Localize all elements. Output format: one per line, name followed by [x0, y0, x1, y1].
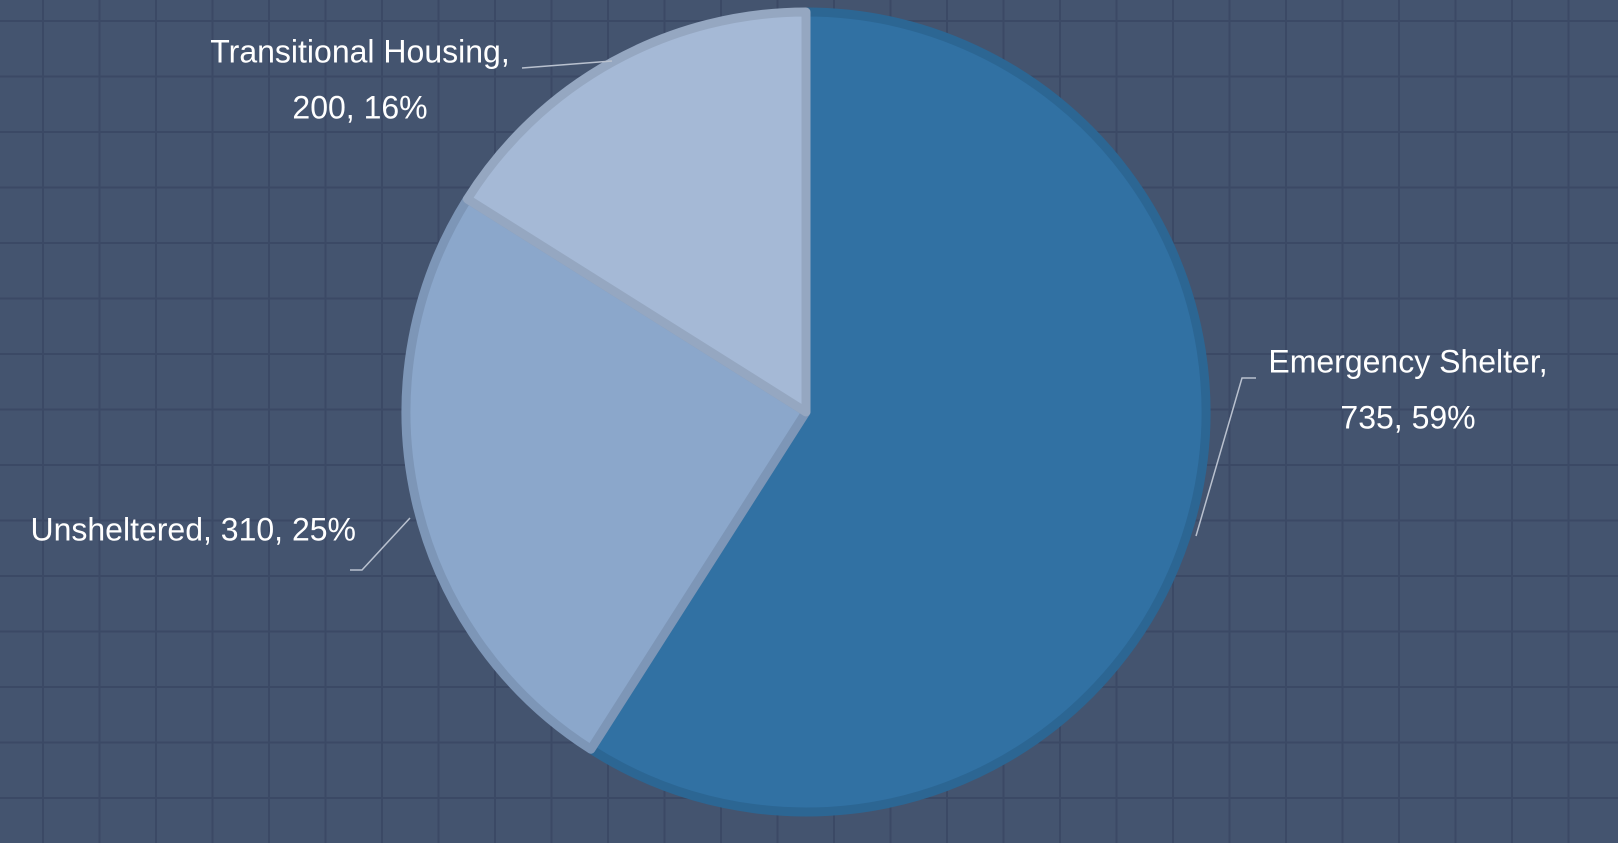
leader-line	[1195, 377, 1256, 537]
pie-slice	[401, 194, 811, 754]
leader-line	[521, 60, 613, 69]
pie-slice	[462, 7, 811, 417]
pie-slice	[586, 7, 1211, 817]
data-label: Unsheltered, 310, 25%	[30, 511, 356, 547]
data-label: Emergency Shelter,	[1268, 343, 1547, 379]
data-label: Transitional Housing,	[210, 33, 509, 69]
leader-line	[350, 517, 411, 571]
data-label: 735, 59%	[1340, 399, 1475, 435]
data-label: 200, 16%	[292, 89, 427, 125]
